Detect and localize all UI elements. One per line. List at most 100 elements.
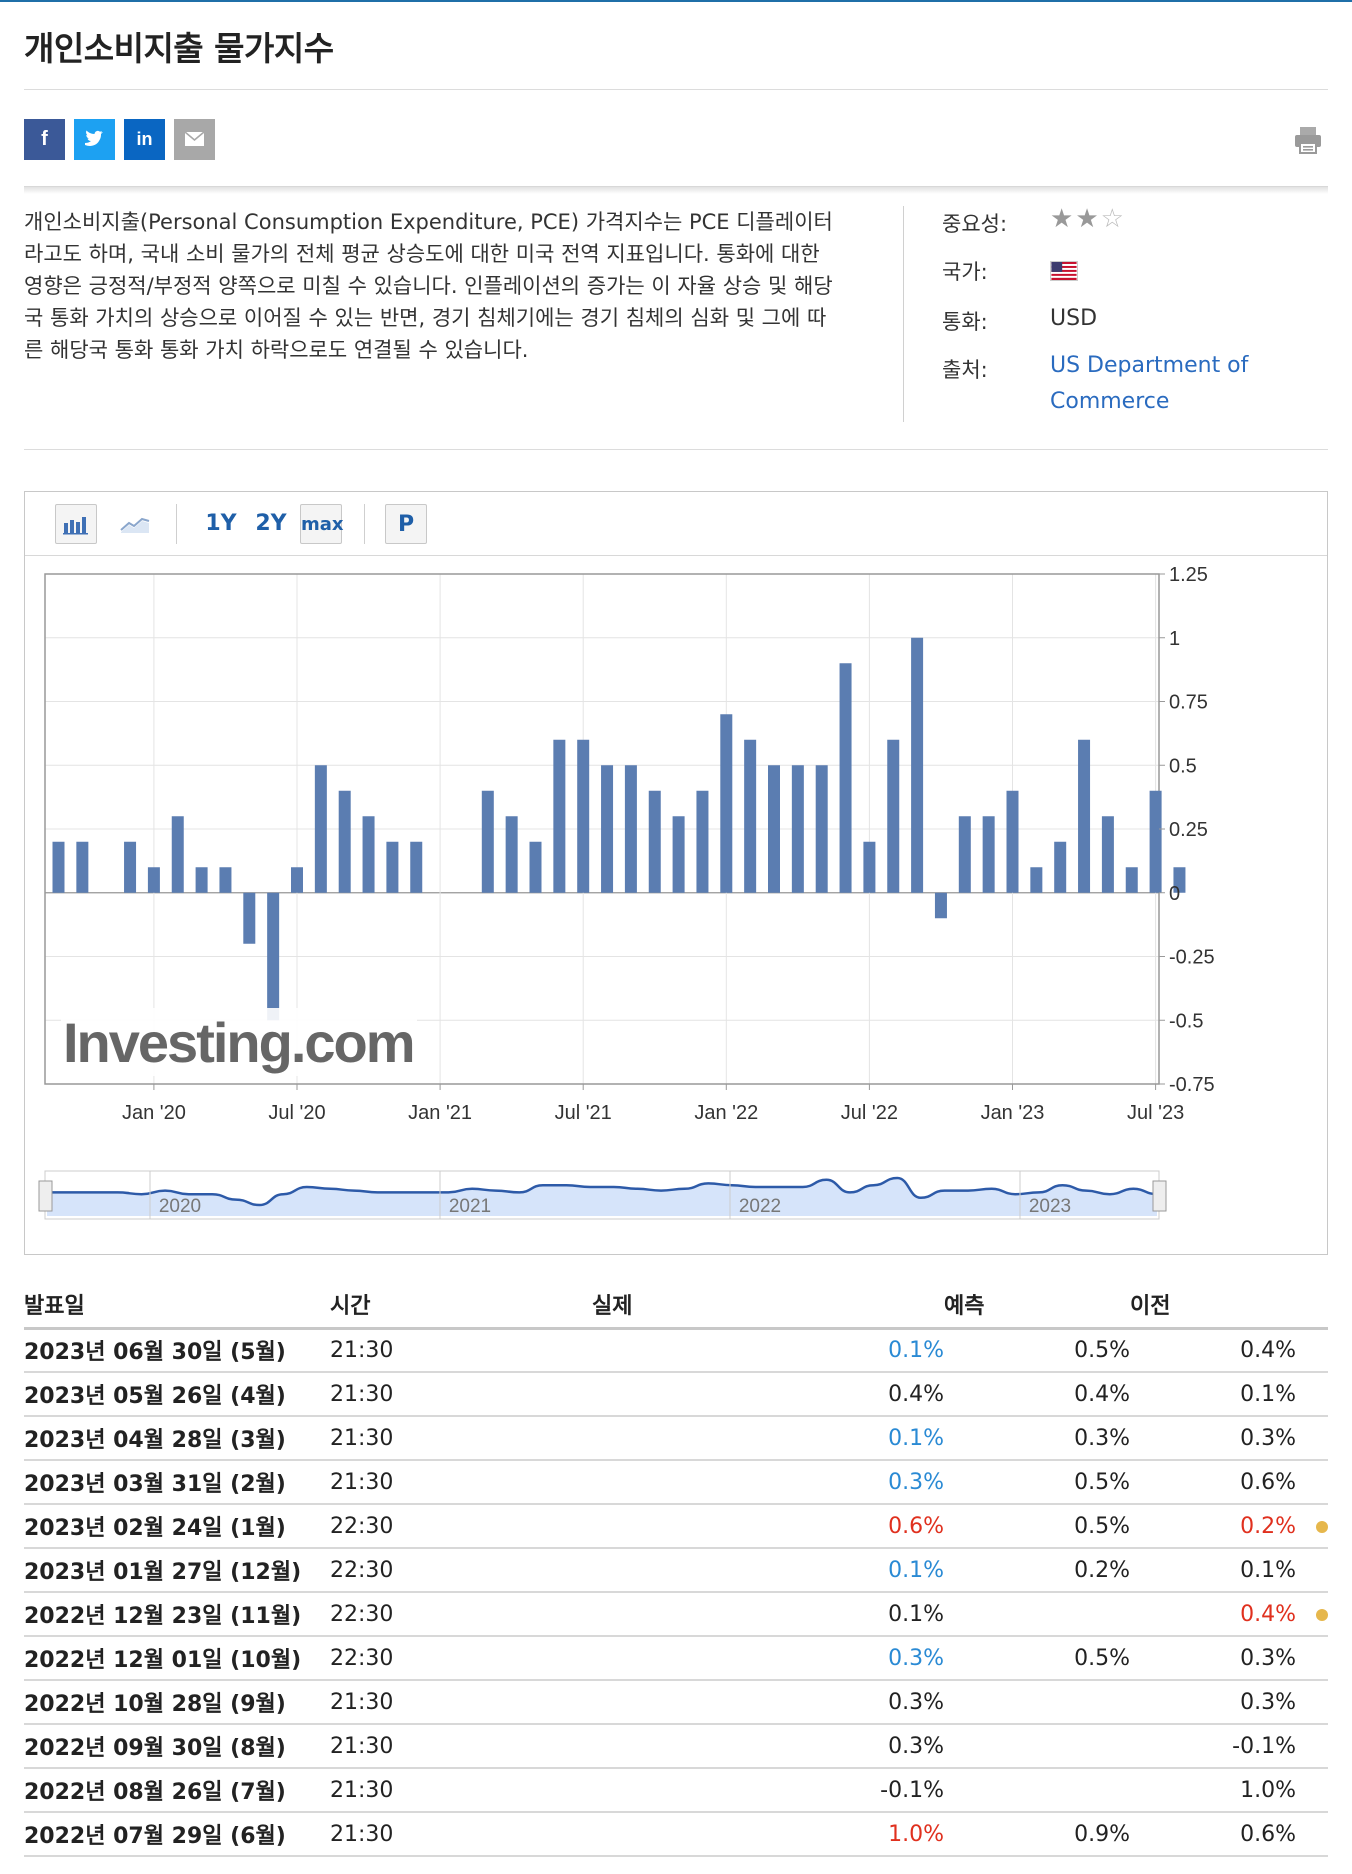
chart-bar[interactable]	[744, 739, 757, 893]
forecast-value	[944, 1768, 1130, 1813]
chart-bar[interactable]	[410, 841, 423, 893]
previous-value: 0.2%	[1130, 1504, 1296, 1549]
x-tick-label: Jul '21	[555, 1102, 612, 1124]
divider	[24, 89, 1328, 90]
chart-bar[interactable]	[1030, 867, 1043, 893]
header-time[interactable]: 시간	[330, 1282, 592, 1330]
chart-bar[interactable]	[791, 765, 804, 893]
twitter-share-button[interactable]	[74, 119, 115, 160]
facebook-share-button[interactable]: f	[24, 119, 65, 160]
range-2y-button[interactable]: 2Y	[255, 511, 287, 536]
chart-bar[interactable]	[720, 714, 733, 893]
chart-bar[interactable]	[386, 841, 399, 893]
revision-dot-icon[interactable]	[1316, 1608, 1328, 1621]
forecast-value: 0.3%	[944, 1416, 1130, 1461]
chart-bar[interactable]	[314, 765, 327, 893]
release-time: 21:30	[330, 1416, 592, 1461]
chart-bar[interactable]	[124, 841, 137, 893]
bar-chart-icon	[63, 517, 88, 535]
top-accent-line	[0, 0, 1352, 2]
linkedin-share-button[interactable]: in	[124, 119, 165, 160]
toolbar-separator	[176, 504, 177, 544]
revision-dot-icon[interactable]	[1316, 1520, 1328, 1533]
chart-bar[interactable]	[481, 790, 494, 893]
chart-bar[interactable]	[958, 816, 971, 893]
chart-bar[interactable]	[696, 790, 709, 893]
chart-navigator[interactable]: 2020 2021 2022 2023	[38, 1170, 1167, 1220]
bar-chart-button[interactable]	[55, 504, 97, 544]
chart-bar[interactable]	[768, 765, 780, 893]
chart-bar[interactable]	[291, 867, 303, 893]
chart-bar[interactable]	[911, 637, 924, 893]
chart-bar[interactable]	[887, 739, 900, 893]
p-button[interactable]: P	[385, 504, 427, 544]
navigator-right-handle[interactable]	[1152, 1180, 1167, 1212]
chart-bar[interactable]	[672, 816, 685, 893]
print-icon[interactable]	[1292, 124, 1324, 156]
chart-bar[interactable]	[1054, 841, 1067, 893]
chart-bar[interactable]	[982, 816, 995, 893]
previous-value: 0.1%	[1130, 1372, 1296, 1417]
section-divider-shadow	[24, 186, 1328, 194]
chart-bar[interactable]	[171, 816, 184, 893]
chart-bar[interactable]	[52, 841, 65, 893]
currency-label: 통화:	[942, 310, 988, 334]
revision-cell	[1296, 1548, 1328, 1593]
chart-bar[interactable]	[863, 841, 876, 893]
release-date: 2023년 05월 26일 (4월)	[24, 1372, 330, 1417]
forecast-value: 0.2%	[944, 1548, 1130, 1593]
chart-bar[interactable]	[1125, 867, 1138, 893]
chart-bar[interactable]	[1006, 790, 1019, 893]
chart-bar[interactable]	[338, 790, 351, 893]
range-max-button[interactable]: max	[300, 504, 344, 544]
importance-stars: ★★☆	[1050, 204, 1126, 234]
source-link-line2[interactable]: Commerce	[1050, 389, 1170, 414]
header-date[interactable]: 발표일	[24, 1282, 330, 1330]
navigator-year-label: 2023	[1029, 1196, 1071, 1217]
chart-bar[interactable]	[147, 867, 160, 893]
header-spacer	[1296, 1282, 1328, 1330]
chart-bar[interactable]	[1173, 867, 1186, 893]
chart-bar[interactable]	[362, 816, 375, 893]
chart-bar[interactable]	[648, 790, 661, 893]
x-tick-label: Jan '21	[408, 1102, 472, 1124]
chart-bar[interactable]	[624, 765, 637, 893]
chart-bar[interactable]	[839, 663, 852, 893]
revision-cell	[1296, 1812, 1328, 1857]
actual-value: 0.1%	[592, 1328, 944, 1373]
chart-bar[interactable]	[1078, 739, 1091, 893]
table-row: 2022년 12월 01일 (10월) 22:30 0.3% 0.5% 0.3%	[24, 1636, 1328, 1681]
chart-bar[interactable]	[577, 739, 590, 893]
range-1y-button[interactable]: 1Y	[205, 511, 237, 536]
header-actual[interactable]: 실제	[592, 1282, 944, 1330]
chart-bar[interactable]	[601, 765, 614, 893]
email-share-button[interactable]	[174, 119, 215, 160]
navigator-left-handle[interactable]	[38, 1180, 53, 1212]
chart-bar[interactable]	[243, 892, 256, 944]
release-time: 21:30	[330, 1724, 592, 1769]
header-previous[interactable]: 이전	[1130, 1282, 1296, 1330]
chart-bar[interactable]	[76, 841, 89, 893]
previous-value: 0.6%	[1130, 1460, 1296, 1505]
line-chart-button[interactable]	[115, 504, 157, 544]
source-link-line1[interactable]: US Department of	[1050, 353, 1249, 378]
chart-bar[interactable]	[529, 841, 542, 893]
chart-bar[interactable]	[815, 765, 828, 893]
revision-cell	[1296, 1592, 1328, 1637]
chart-bar[interactable]	[267, 892, 280, 1021]
chart-bar[interactable]	[934, 892, 947, 919]
chart-bar[interactable]	[1149, 790, 1162, 893]
release-date: 2022년 09월 30일 (8월)	[24, 1724, 330, 1769]
chart-bar[interactable]	[195, 867, 208, 893]
chart-bar[interactable]	[553, 739, 566, 893]
forecast-value	[944, 1592, 1130, 1637]
source-link[interactable]: US Department of Commerce	[1050, 348, 1248, 420]
forecast-value: 0.5%	[944, 1460, 1130, 1505]
navigator-year-labels: 2020 2021 2022 2023	[149, 1171, 1071, 1219]
chart-bar[interactable]	[505, 816, 518, 893]
chart-bar[interactable]	[1101, 816, 1114, 893]
chart-bar[interactable]	[219, 867, 232, 893]
header-forecast[interactable]: 예측	[944, 1282, 1130, 1330]
release-date: 2023년 04월 28일 (3월)	[24, 1416, 330, 1461]
x-tick-label: Jul '22	[841, 1102, 898, 1124]
